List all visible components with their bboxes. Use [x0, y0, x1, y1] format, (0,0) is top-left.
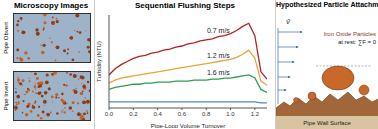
svg-text:Pipe-Loop Volume Turnover: Pipe-Loop Volume Turnover	[151, 123, 225, 128]
svg-text:at rest: ∑F = 0: at rest: ∑F = 0	[338, 39, 370, 46]
svg-text:0.6: 0.6	[178, 111, 187, 117]
svg-text:Pipe Invert: Pipe Invert	[8, 81, 9, 110]
html-text:Microscopy Images: Microscopy Images	[13, 1, 89, 10]
svg-text:1.2: 1.2	[251, 111, 260, 117]
svg-text:0.7 m/s: 0.7 m/s	[207, 27, 230, 34]
svg-text:v̄: v̄	[286, 17, 291, 26]
svg-text:Iron Oxide Particles: Iron Oxide Particles	[324, 31, 370, 37]
svg-text:0.4: 0.4	[153, 111, 162, 117]
svg-text:0.0: 0.0	[105, 111, 114, 117]
svg-text:1.6 m/s: 1.6 m/s	[207, 69, 230, 76]
svg-text:1.0: 1.0	[226, 111, 235, 117]
html-text:Sequential Flushing Steps: Sequential Flushing Steps	[135, 1, 235, 10]
svg-text:Pipe Obvert: Pipe Obvert	[8, 22, 9, 54]
svg-text:0.8: 0.8	[202, 111, 211, 117]
svg-text:Pipe Wall Surface: Pipe Wall Surface	[303, 120, 351, 126]
svg-text:Turbidity (NTU): Turbidity (NTU)	[96, 41, 102, 82]
svg-text:0.2: 0.2	[129, 111, 138, 117]
svg-text:1.2 m/s: 1.2 m/s	[207, 52, 230, 59]
